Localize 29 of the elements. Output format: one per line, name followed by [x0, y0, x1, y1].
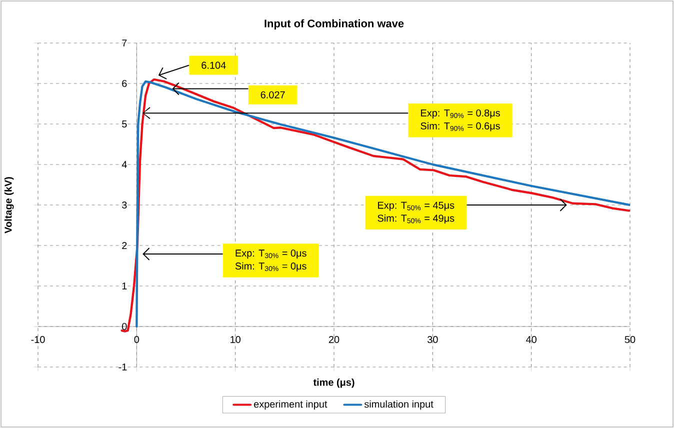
annotation: Exp: T$_{90%}$ = 0.8μs — [421, 109, 500, 118]
y-tick-label: 6 — [122, 80, 127, 88]
x-tick-label: 50 — [624, 336, 636, 344]
y-tick-label: 2 — [122, 242, 127, 249]
annotation: Sim: T$_{50%}$ = 49μs — [378, 214, 454, 224]
y-tick-label: 4 — [122, 161, 127, 168]
y-tick-label: -1 — [118, 364, 127, 370]
y-tick-label: 0 — [122, 322, 127, 330]
x-tick-label: -10 — [31, 336, 45, 344]
y-tick-label: 7 — [122, 40, 127, 46]
y-tick-label: 3 — [122, 201, 127, 209]
x-tick-label: 30 — [428, 336, 438, 344]
x-axis-title: time (μs) — [313, 378, 354, 388]
y-tick-label: 1 — [122, 282, 127, 290]
y-axis-title: Voltage (kV) — [4, 177, 14, 234]
annotation: 6.027 — [260, 91, 285, 98]
y-tick-label: 5 — [122, 120, 127, 128]
x-tick-label: 20 — [328, 336, 340, 344]
x-tick-label: 0 — [134, 336, 140, 344]
chart-title: Input of Combination wave — [264, 19, 404, 30]
annotation: Sim: T$_{30%}$ = 0μs — [235, 262, 306, 272]
x-tick-label: 10 — [230, 336, 240, 344]
annotation: Exp: T$_{50%}$ = 45μs — [378, 202, 454, 211]
annotation: 6.104 — [202, 62, 226, 69]
x-tick-label: 40 — [526, 336, 536, 344]
legend-label: simulation input — [364, 400, 434, 410]
legend-label: experiment input — [254, 400, 328, 410]
annotation: Exp: T$_{30%}$ = 0μs — [236, 250, 306, 259]
annotation: Sim: T$_{90%}$ = 0.6μs — [420, 122, 500, 132]
